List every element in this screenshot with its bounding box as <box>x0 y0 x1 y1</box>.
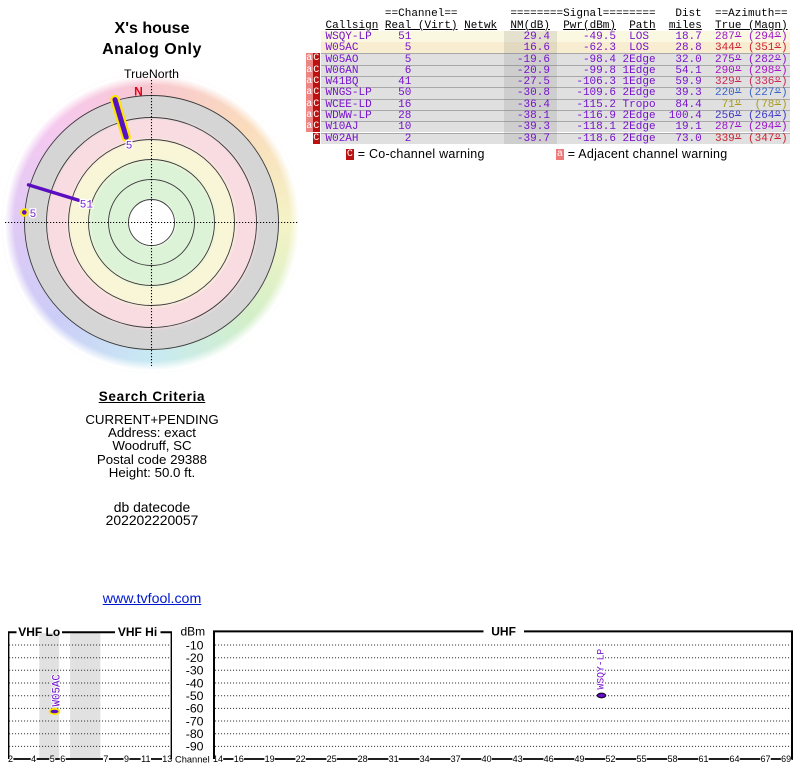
svg-text:4: 4 <box>31 754 36 764</box>
svg-text:40: 40 <box>482 754 492 764</box>
svg-text:-70: -70 <box>186 714 204 728</box>
svg-text:49: 49 <box>574 754 584 764</box>
svg-text:N: N <box>134 85 143 99</box>
svg-text:Channel: Channel <box>175 754 210 764</box>
svg-text:67: 67 <box>760 754 770 764</box>
svg-text:58: 58 <box>667 754 677 764</box>
svg-text:13: 13 <box>162 754 172 764</box>
svg-text:dBm: dBm <box>181 625 206 639</box>
svg-text:VHF Hi: VHF Hi <box>118 625 157 639</box>
svg-text:69: 69 <box>781 754 791 764</box>
svg-text:5: 5 <box>126 140 133 152</box>
svg-text:25: 25 <box>327 754 337 764</box>
svg-text:34: 34 <box>420 754 430 764</box>
svg-text:5: 5 <box>30 209 37 221</box>
svg-text:11: 11 <box>141 754 150 764</box>
svg-text:VHF Lo: VHF Lo <box>18 625 60 639</box>
svg-text:43: 43 <box>513 754 523 764</box>
svg-text:19: 19 <box>265 754 275 764</box>
svg-text:64: 64 <box>729 754 739 764</box>
svg-text:37: 37 <box>451 754 461 764</box>
svg-text:22: 22 <box>296 754 306 764</box>
svg-text:-10: -10 <box>186 638 204 652</box>
svg-text:-60: -60 <box>186 702 204 716</box>
svg-text:7: 7 <box>103 754 108 764</box>
svg-text:6: 6 <box>60 754 65 764</box>
svg-text:61: 61 <box>698 754 708 764</box>
svg-text:51: 51 <box>80 200 94 212</box>
svg-text:-50: -50 <box>186 689 204 703</box>
svg-text:14: 14 <box>213 754 223 764</box>
svg-text:-80: -80 <box>186 727 204 741</box>
svg-text:-90: -90 <box>186 740 204 754</box>
svg-text:16: 16 <box>234 754 244 764</box>
svg-text:55: 55 <box>636 754 646 764</box>
svg-text:28: 28 <box>358 754 368 764</box>
svg-text:UHF: UHF <box>491 624 516 638</box>
svg-text:9: 9 <box>124 754 129 764</box>
svg-text:WSQY-LP: WSQY-LP <box>595 649 606 690</box>
svg-text:TrueNorth: TrueNorth <box>124 67 179 81</box>
svg-text:52: 52 <box>605 754 615 764</box>
svg-text:2: 2 <box>8 754 13 764</box>
svg-text:5: 5 <box>50 754 55 764</box>
svg-text:-20: -20 <box>186 651 204 665</box>
svg-text:-30: -30 <box>186 664 204 678</box>
svg-text:W05AC: W05AC <box>51 674 63 707</box>
svg-text:-40: -40 <box>186 676 204 690</box>
svg-text:46: 46 <box>544 754 554 764</box>
svg-text:31: 31 <box>389 754 399 764</box>
